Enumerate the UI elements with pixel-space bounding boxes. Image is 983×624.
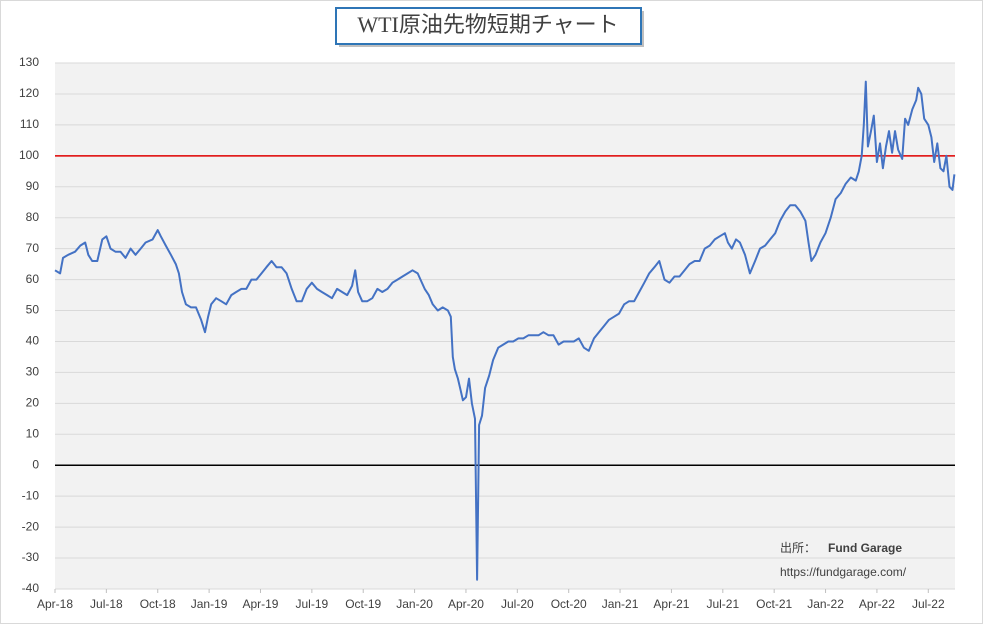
x-tick-label: Apr-21 bbox=[653, 597, 689, 611]
y-tick-label: 100 bbox=[19, 148, 39, 162]
source-name: Fund Garage bbox=[828, 541, 902, 555]
x-tick-label: Apr-18 bbox=[37, 597, 73, 611]
x-tick-label: Jul-19 bbox=[296, 597, 329, 611]
x-tick-label: Apr-22 bbox=[859, 597, 895, 611]
y-tick-label: 50 bbox=[26, 303, 40, 317]
y-tick-label: -30 bbox=[22, 550, 40, 564]
x-tick-label: Apr-19 bbox=[242, 597, 278, 611]
y-tick-label: 90 bbox=[26, 179, 40, 193]
y-tick-label: 110 bbox=[20, 117, 39, 131]
y-tick-label: 60 bbox=[26, 272, 40, 286]
y-tick-label: -10 bbox=[22, 488, 40, 502]
source-url: https://fundgarage.com/ bbox=[780, 565, 907, 579]
y-tick-label: 0 bbox=[32, 457, 39, 471]
chart-title: WTI原油先物短期チャート bbox=[357, 12, 618, 37]
x-tick-label: Oct-20 bbox=[551, 597, 587, 611]
y-tick-label: 120 bbox=[19, 86, 39, 100]
x-tick-label: Jul-21 bbox=[706, 597, 739, 611]
y-tick-label: 10 bbox=[26, 426, 40, 440]
marks bbox=[54, 80, 956, 581]
x-tick-label: Oct-21 bbox=[756, 597, 792, 611]
y-tick-label: 40 bbox=[26, 334, 40, 348]
x-tick-label: Jan-19 bbox=[191, 597, 228, 611]
x-tick-label: Jul-18 bbox=[90, 597, 123, 611]
y-tick-label: 130 bbox=[19, 55, 39, 69]
x-tick-label: Apr-20 bbox=[448, 597, 484, 611]
y-tick-label: -40 bbox=[22, 581, 40, 595]
x-tick-label: Jul-22 bbox=[912, 597, 945, 611]
x-tick-label: Oct-19 bbox=[345, 597, 381, 611]
x-tick-label: Oct-18 bbox=[140, 597, 176, 611]
x-tick-label: Jan-22 bbox=[807, 597, 844, 611]
y-tick-label: 30 bbox=[26, 365, 40, 379]
title-box bbox=[335, 7, 642, 45]
series-line bbox=[54, 80, 956, 581]
plot-area bbox=[55, 63, 955, 589]
y-tick-label: 20 bbox=[26, 396, 40, 410]
x-tick-label: Jan-21 bbox=[602, 597, 639, 611]
x-tick-label: Jul-20 bbox=[501, 597, 534, 611]
y-tick-label: -20 bbox=[22, 519, 40, 533]
x-tick-label: Jan-20 bbox=[396, 597, 433, 611]
source-label: 出所： bbox=[780, 541, 816, 555]
y-tick-label: 70 bbox=[26, 241, 40, 255]
y-tick-label: 80 bbox=[26, 210, 40, 224]
